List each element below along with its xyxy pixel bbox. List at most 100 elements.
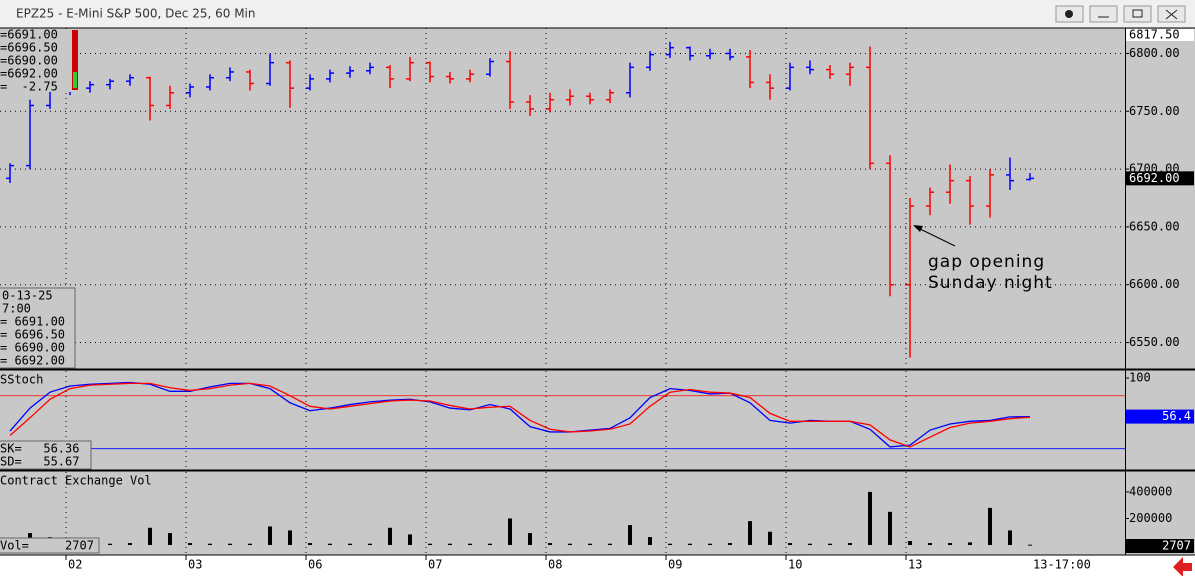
quote-bar bbox=[72, 30, 78, 58]
y-tick-label: 100 bbox=[1129, 371, 1151, 385]
cursor-close: = 6692.00 bbox=[0, 354, 65, 368]
maximize-button[interactable] bbox=[1123, 5, 1152, 23]
cursor-low: = 6690.00 bbox=[0, 341, 65, 355]
bar bbox=[628, 525, 632, 546]
bar bbox=[308, 543, 312, 546]
x-tick-label: 08 bbox=[548, 558, 562, 572]
cursor-time: 7:00 bbox=[2, 302, 31, 316]
x-tick-label: 07 bbox=[428, 558, 442, 572]
panel-title: Contract Exchange Vol bbox=[0, 474, 152, 488]
last-price-label: 6692.00 bbox=[1129, 171, 1180, 185]
legend-box bbox=[0, 537, 100, 554]
legend-entry: Vol= 2707 bbox=[0, 539, 94, 553]
bar bbox=[208, 543, 212, 546]
end-date-label: 13-17:00 bbox=[1033, 558, 1091, 572]
bar bbox=[1028, 544, 1032, 546]
cursor-box bbox=[0, 287, 76, 369]
bar bbox=[488, 543, 492, 546]
date-axis bbox=[0, 555, 1195, 576]
bar bbox=[748, 521, 752, 546]
bar bbox=[348, 543, 352, 546]
x-tick-label: 03 bbox=[188, 558, 202, 572]
bar bbox=[388, 527, 392, 546]
panel-title: SStoch bbox=[0, 373, 43, 387]
bar bbox=[788, 543, 792, 546]
x-tick-label: 13 bbox=[908, 558, 922, 572]
bar bbox=[268, 526, 272, 546]
annotation: gap opening bbox=[928, 252, 1045, 272]
bar bbox=[608, 543, 612, 546]
cursor-date: 0-13-25 bbox=[2, 289, 53, 303]
label-box bbox=[1126, 171, 1194, 186]
arrow-head bbox=[913, 225, 923, 232]
bar bbox=[588, 543, 592, 546]
annotation: Sunday night bbox=[928, 273, 1053, 293]
x-tick-label: 09 bbox=[668, 558, 682, 572]
bar bbox=[768, 531, 772, 546]
bar bbox=[1008, 530, 1012, 546]
quote-open: =6691.00 bbox=[0, 28, 58, 42]
bar bbox=[448, 543, 452, 546]
bar bbox=[868, 491, 872, 546]
quote-bar bbox=[73, 72, 77, 88]
quote-box bbox=[0, 30, 72, 92]
cursor-high: = 6696.50 bbox=[0, 328, 65, 342]
quote-low: =6690.00 bbox=[0, 54, 58, 68]
legend-entry: SD= 55.67 bbox=[0, 455, 79, 469]
label-box bbox=[1126, 409, 1194, 424]
top-price-label: 6817.50 bbox=[1129, 28, 1180, 42]
bar bbox=[228, 543, 232, 546]
series-line bbox=[9, 382, 1031, 448]
y-tick-label: 400000 bbox=[1129, 484, 1172, 498]
bar bbox=[108, 543, 112, 546]
bar bbox=[888, 511, 892, 546]
bar bbox=[708, 543, 712, 546]
bar bbox=[948, 543, 952, 546]
window-title: EPZ25 - E-Mini S&P 500, Dec 25, 60 Min bbox=[16, 7, 256, 21]
bar bbox=[908, 541, 912, 546]
x-tick-label: 06 bbox=[308, 558, 322, 572]
bar bbox=[728, 543, 732, 546]
bar bbox=[928, 543, 932, 546]
cursor-open: = 6691.00 bbox=[0, 315, 65, 329]
bar bbox=[968, 542, 972, 546]
icon bbox=[1065, 10, 1073, 18]
bar bbox=[568, 543, 572, 546]
bar bbox=[188, 543, 192, 546]
bar bbox=[668, 543, 672, 546]
window-buttons[interactable] bbox=[1055, 5, 1186, 23]
label-box bbox=[1126, 539, 1194, 553]
bar bbox=[328, 543, 332, 546]
bar bbox=[528, 533, 532, 546]
bar bbox=[368, 543, 372, 546]
legend-entry: SK= 56.36 bbox=[0, 442, 79, 456]
last-value-label: 56.4 bbox=[1162, 409, 1191, 423]
title-bar bbox=[0, 0, 1195, 28]
minimize-button[interactable] bbox=[1089, 5, 1118, 23]
bar bbox=[808, 543, 812, 546]
icon bbox=[1132, 9, 1143, 18]
scroll-arrow[interactable] bbox=[1173, 557, 1192, 576]
y-tick-label: 6550.00 bbox=[1129, 335, 1180, 349]
bar bbox=[408, 534, 412, 546]
annotation-arrow bbox=[915, 226, 956, 247]
quote-close: =6692.00 bbox=[0, 67, 58, 81]
bar bbox=[548, 543, 552, 546]
series-line bbox=[9, 381, 1031, 448]
bar bbox=[148, 527, 152, 546]
x-tick-label: 10 bbox=[788, 558, 802, 572]
quote-high: =6696.50 bbox=[0, 41, 58, 55]
bar bbox=[248, 543, 252, 546]
bar bbox=[428, 543, 432, 546]
bar bbox=[688, 543, 692, 546]
bar bbox=[508, 518, 512, 546]
bar bbox=[168, 533, 172, 546]
y-tick-label: 6800.00 bbox=[1129, 46, 1180, 60]
label-box bbox=[1126, 29, 1194, 41]
y-tick-label: 200000 bbox=[1129, 511, 1172, 525]
bar bbox=[848, 543, 852, 546]
icon bbox=[1165, 9, 1178, 20]
bar bbox=[288, 530, 292, 546]
